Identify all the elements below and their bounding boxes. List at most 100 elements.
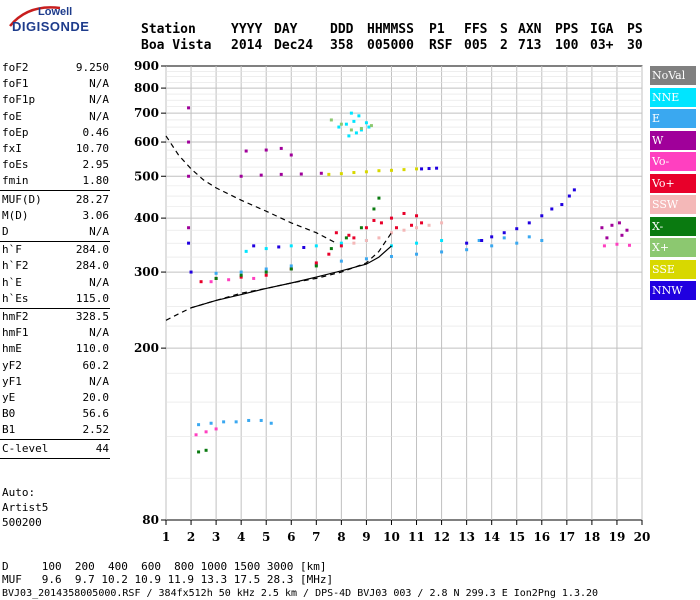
footer-muf-line: MUF 9.6 9.7 10.2 10.9 11.9 13.3 17.5 28.…	[2, 573, 334, 586]
param-separator	[0, 307, 110, 309]
param-value: N/A	[89, 77, 109, 91]
echo-point-vo-	[347, 233, 351, 237]
param-value: 110.0	[75, 342, 109, 356]
legend-item-sse: SSE	[650, 259, 696, 279]
echo-point-w	[605, 236, 609, 240]
param-value: 44	[95, 441, 109, 455]
param-name: foF2	[2, 61, 29, 74]
echo-point-nne	[344, 122, 348, 126]
param-value: 2.95	[82, 158, 110, 172]
param-name: hmF1	[2, 326, 29, 340]
echo-point-e	[415, 252, 419, 256]
echo-point-nnw	[572, 188, 576, 192]
param-row: hmE 110.0	[2, 341, 109, 356]
echo-point-x-	[314, 264, 318, 268]
param-value: 28.27	[75, 192, 109, 206]
echo-point-x-	[359, 226, 363, 230]
echo-point-nne	[339, 241, 343, 245]
echo-point-x-	[329, 118, 333, 122]
echo-point-e	[264, 267, 268, 271]
y-tick-label: 300	[134, 265, 159, 279]
footer-file-line: BVJ03_2014358005000.RSF / 384fx512h 50 k…	[2, 588, 599, 599]
legend-item-nne: NNE	[650, 87, 696, 107]
echo-point-w	[187, 226, 191, 230]
echo-point-vo-	[627, 243, 631, 247]
y-tick-label: 80	[142, 513, 159, 527]
echo-point-ssw	[440, 221, 444, 225]
echo-point-e	[465, 248, 469, 252]
echo-point-nne	[244, 249, 248, 253]
x-tick-label: 7	[312, 530, 320, 544]
echo-point-w	[244, 149, 248, 153]
echo-point-nnw	[427, 167, 431, 171]
echo-point-x-	[377, 196, 381, 200]
param-row: h`E N/A	[2, 275, 109, 290]
header-labels-row: Station YYYY DAY DDD HHMMSS P1 FFS S AXN…	[0, 22, 700, 38]
echo-point-w	[299, 172, 303, 176]
header-value-ddd: 358	[330, 38, 354, 53]
param-name: D	[2, 225, 9, 238]
echo-point-w	[259, 173, 263, 177]
echo-point-ssw	[389, 231, 393, 235]
param-value: N/A	[89, 109, 109, 123]
echo-point-w	[187, 174, 191, 178]
echo-point-vo-	[615, 242, 619, 246]
x-tick-label: 10	[383, 530, 400, 544]
echo-point-ssw	[427, 223, 431, 227]
param-value: 115.0	[75, 291, 109, 305]
param-value: N/A	[89, 326, 109, 340]
echo-point-nnw	[252, 244, 256, 248]
echo-point-sse	[415, 167, 419, 171]
echo-point-vo-	[402, 211, 406, 215]
param-row: yF2 60.2	[2, 358, 109, 373]
echo-point-w	[600, 226, 604, 230]
echo-point-vo-	[339, 244, 343, 248]
param-name: M(D)	[2, 208, 29, 222]
echo-point-vo-	[352, 236, 356, 240]
y-tick-label: 200	[134, 341, 159, 355]
param-row: hmF1 N/A	[2, 325, 109, 340]
param-name: foF1p	[2, 93, 36, 107]
echo-point-e	[440, 250, 444, 254]
echo-point-vo-	[252, 276, 256, 280]
param-name: h`F2	[2, 259, 29, 273]
echo-point-vo-	[239, 275, 243, 279]
echo-point-x-	[239, 273, 243, 277]
param-separator	[0, 190, 110, 192]
echo-point-nne	[347, 134, 351, 138]
echo-point-vo-	[410, 223, 414, 227]
echo-point-x-	[204, 448, 208, 452]
echo-point-w	[279, 172, 283, 176]
echo-point-nne	[357, 114, 361, 118]
header-label-ffs: FFS	[464, 22, 488, 37]
param-name: B0	[2, 407, 16, 421]
echo-point-nnw	[560, 203, 564, 207]
param-value: 284.0	[75, 243, 109, 257]
echo-point-vo-	[314, 261, 318, 265]
auto-code: 500200	[2, 516, 42, 529]
echo-point-e	[527, 235, 531, 239]
echo-point-w	[289, 153, 293, 157]
echo-point-e	[197, 423, 201, 427]
echo-point-w	[239, 174, 243, 178]
param-value: N/A	[89, 374, 109, 388]
param-value: 0.46	[82, 125, 110, 139]
header-value-p1: RSF	[429, 38, 453, 53]
param-name: B1	[2, 423, 16, 437]
param-row: foF1 N/A	[2, 76, 109, 91]
param-value: 328.5	[75, 310, 109, 323]
param-name: C-level	[2, 441, 49, 455]
param-row: hmF2 328.5	[2, 309, 109, 324]
param-name: h`Es	[2, 291, 29, 305]
param-row: h`F 284.0	[2, 242, 109, 257]
echo-point-vo-	[264, 273, 268, 277]
echo-point-nnw	[567, 194, 571, 198]
param-name: foEp	[2, 125, 29, 139]
echo-point-vo-	[334, 231, 338, 235]
echo-point-e	[389, 254, 393, 258]
param-value: 3.06	[82, 208, 110, 222]
legend-item-x-: X-	[650, 216, 696, 236]
param-row: D N/A	[2, 224, 109, 239]
param-separator	[0, 439, 110, 441]
